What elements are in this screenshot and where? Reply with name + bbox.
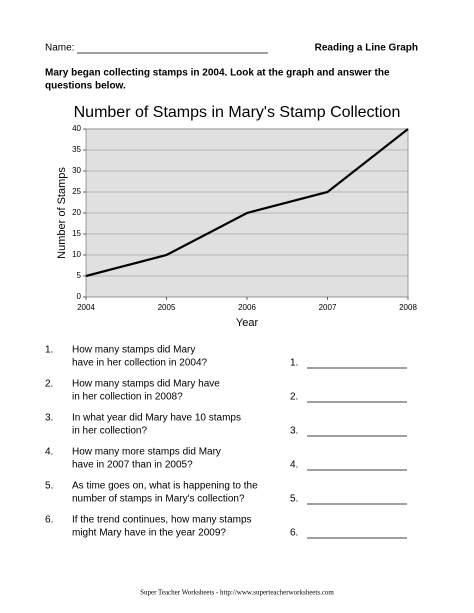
y-tick-label: 20	[72, 208, 81, 217]
question-text: in her collection in 2008?	[72, 392, 183, 403]
y-tick-label: 10	[72, 250, 81, 259]
y-tick-label: 15	[72, 229, 81, 238]
question-number: 1.	[45, 345, 53, 356]
x-tick-label: 2006	[238, 303, 256, 312]
x-tick-label: 2005	[158, 303, 176, 312]
chart-title: Number of Stamps in Mary's Stamp Collect…	[74, 104, 401, 121]
question-text: How many stamps did Mary	[72, 345, 195, 356]
answer-number: 4.	[290, 460, 298, 471]
answer-number: 6.	[290, 528, 298, 539]
y-tick-label: 35	[72, 145, 81, 154]
question-number: 5.	[45, 481, 53, 492]
question-text: If the trend continues, how many stamps	[72, 515, 252, 526]
question-number: 6.	[45, 515, 53, 526]
question-text: As time goes on, what is happening to th…	[72, 481, 258, 492]
question-text: in her collection?	[72, 426, 147, 437]
y-tick-label: 30	[72, 166, 81, 175]
question-text: In what year did Mary have 10 stamps	[72, 413, 241, 424]
question-text: number of stamps in Mary's collection?	[72, 494, 245, 505]
question-text: have in her collection in 2004?	[72, 358, 208, 369]
question-text: How many stamps did Mary have	[72, 379, 220, 390]
footer: Super Teacher Worksheets - http://www.su…	[140, 589, 334, 597]
x-tick-label: 2007	[319, 303, 337, 312]
y-axis-label: Number of Stamps	[56, 167, 68, 259]
answer-number: 3.	[290, 426, 298, 437]
answer-number: 2.	[290, 392, 298, 403]
intro: questions below.	[45, 81, 126, 92]
intro: Mary began collecting stamps in 2004. Lo…	[45, 68, 390, 79]
worksheet-title: Reading a Line Graph	[315, 43, 418, 54]
x-axis-label: Year	[236, 317, 259, 329]
question-number: 4.	[45, 447, 53, 458]
y-tick-label: 0	[77, 292, 82, 301]
x-tick-label: 2008	[399, 303, 417, 312]
question-number: 2.	[45, 379, 53, 390]
x-tick-label: 2004	[77, 303, 95, 312]
y-tick-label: 25	[72, 187, 81, 196]
question-text: How many more stamps did Mary	[72, 447, 221, 458]
y-tick-label: 40	[72, 124, 81, 133]
question-number: 3.	[45, 413, 53, 424]
question-text: might Mary have in the year 2009?	[72, 528, 226, 539]
answer-number: 5.	[290, 494, 298, 505]
data-line	[85, 128, 409, 278]
y-tick-label: 5	[77, 271, 82, 280]
answer-number: 1.	[290, 358, 298, 369]
name-label: Name:	[45, 43, 74, 54]
question-text: have in 2007 than in 2005?	[72, 460, 193, 471]
